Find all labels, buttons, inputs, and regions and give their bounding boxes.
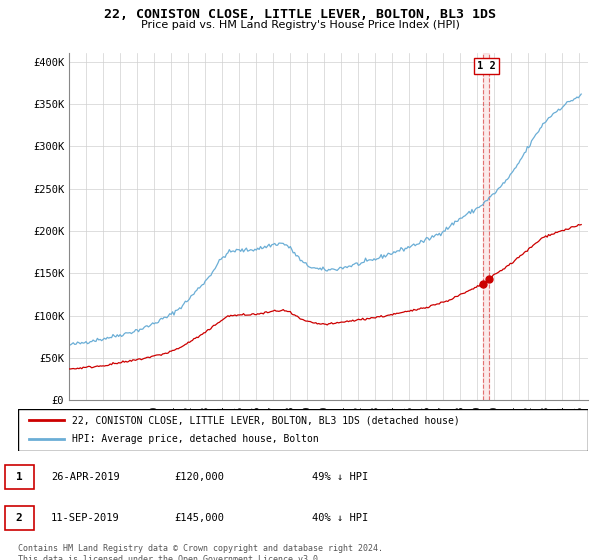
- Text: 22, CONISTON CLOSE, LITTLE LEVER, BOLTON, BL3 1DS: 22, CONISTON CLOSE, LITTLE LEVER, BOLTON…: [104, 8, 496, 21]
- Text: 11-SEP-2019: 11-SEP-2019: [51, 513, 120, 523]
- Text: £120,000: £120,000: [174, 472, 224, 482]
- Bar: [483, 53, 490, 400]
- Text: 2: 2: [16, 513, 23, 523]
- Text: £145,000: £145,000: [174, 513, 224, 523]
- Text: Price paid vs. HM Land Registry's House Price Index (HPI): Price paid vs. HM Land Registry's House …: [140, 20, 460, 30]
- Text: 49% ↓ HPI: 49% ↓ HPI: [312, 472, 368, 482]
- Text: 22, CONISTON CLOSE, LITTLE LEVER, BOLTON, BL3 1DS (detached house): 22, CONISTON CLOSE, LITTLE LEVER, BOLTON…: [72, 415, 460, 425]
- Text: 1: 1: [16, 472, 23, 482]
- Text: 40% ↓ HPI: 40% ↓ HPI: [312, 513, 368, 523]
- Text: HPI: Average price, detached house, Bolton: HPI: Average price, detached house, Bolt…: [72, 435, 319, 445]
- Text: Contains HM Land Registry data © Crown copyright and database right 2024.
This d: Contains HM Land Registry data © Crown c…: [18, 544, 383, 560]
- Text: 1 2: 1 2: [477, 61, 496, 71]
- Text: 26-APR-2019: 26-APR-2019: [51, 472, 120, 482]
